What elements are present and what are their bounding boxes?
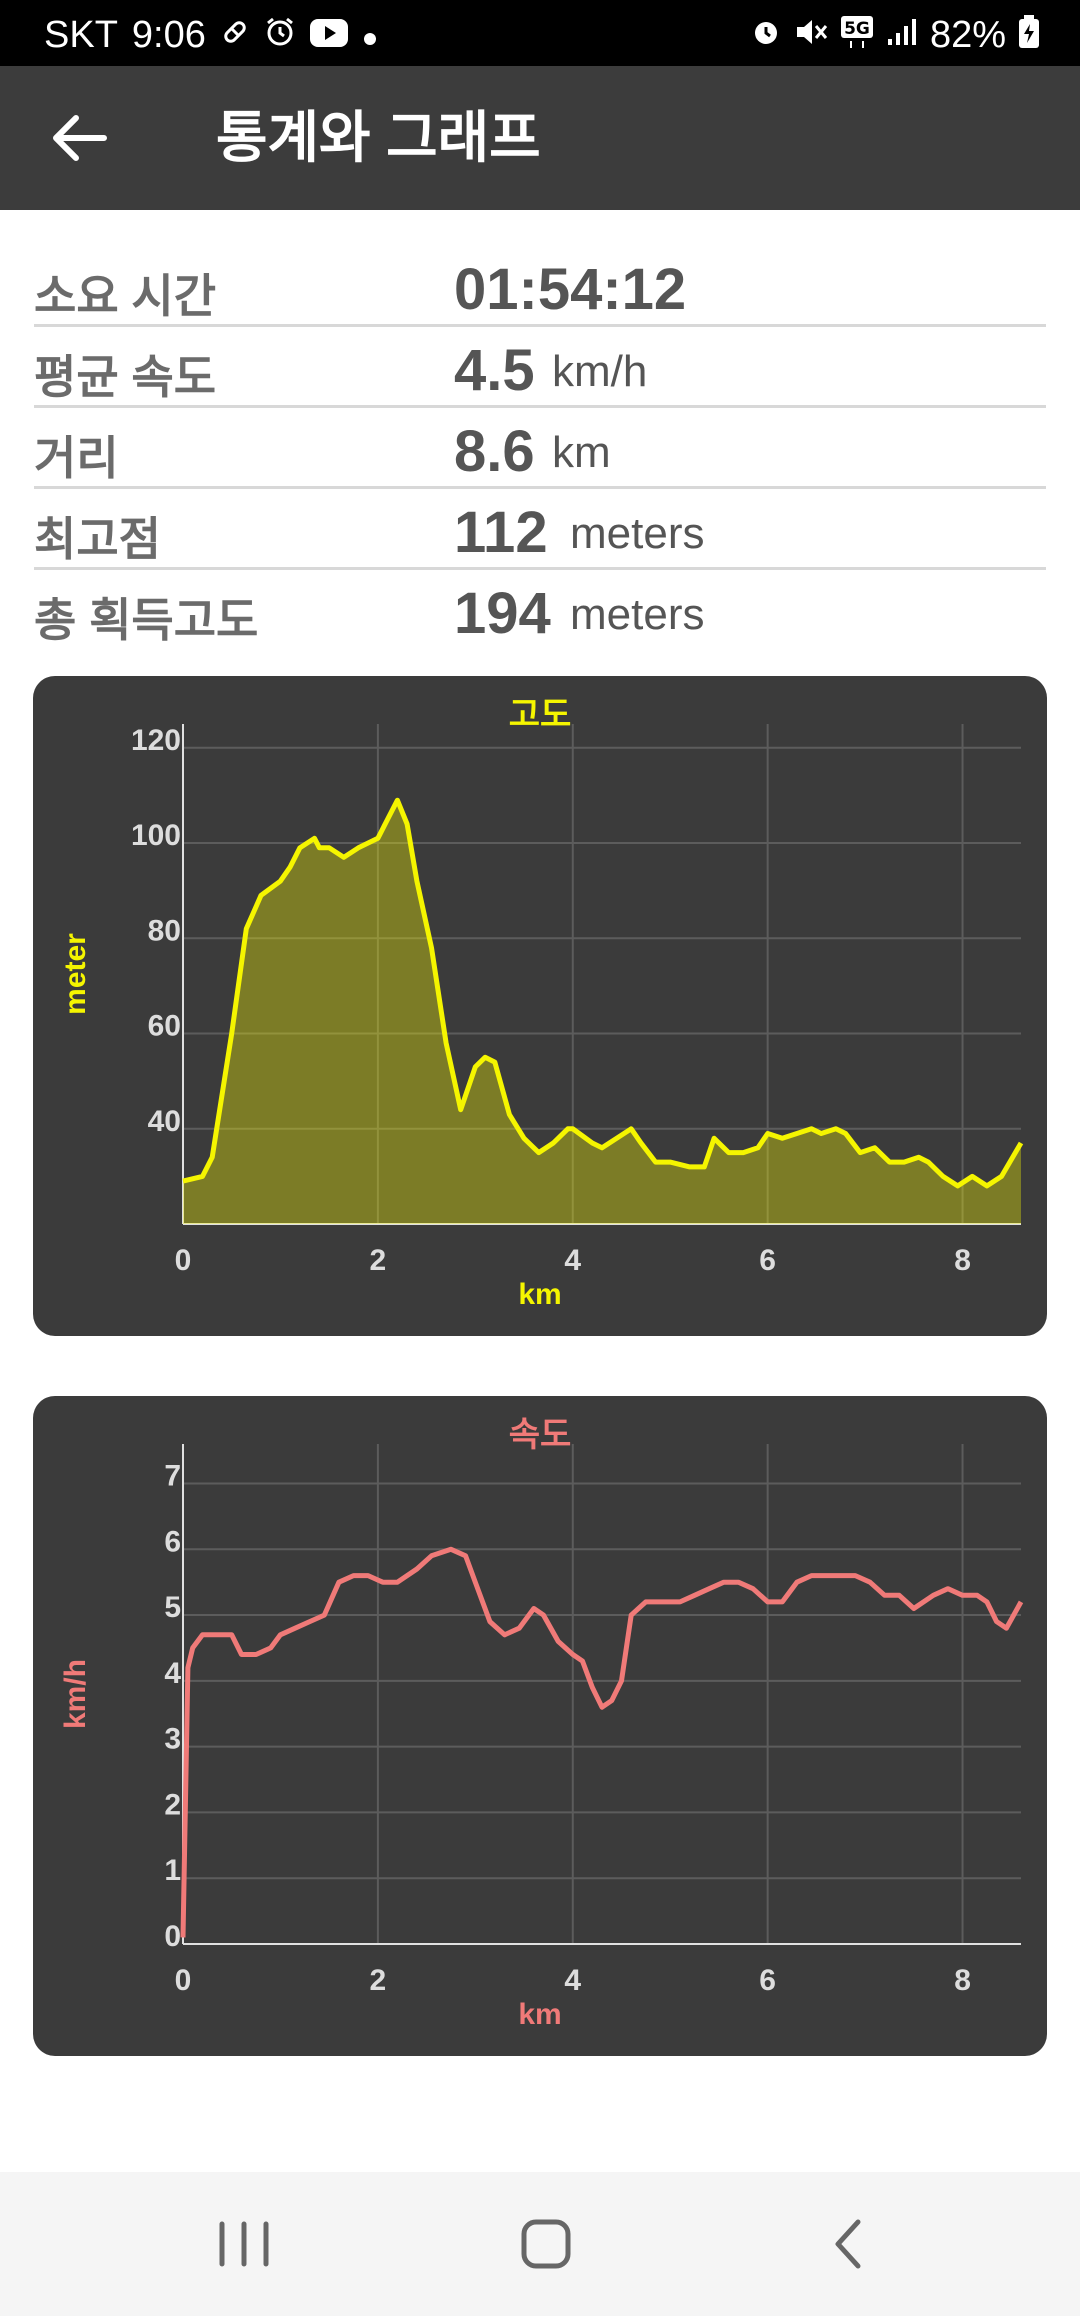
- altitude-chart-card: 0 2 4 6 8 40 60 80 100 120 고도 km meter: [33, 676, 1047, 1336]
- mute-icon: [794, 16, 828, 56]
- series-area: [183, 800, 1021, 1224]
- stat-label: 소요 시간: [34, 270, 217, 322]
- series-line: [182, 797, 1024, 1189]
- x-axis-label: km: [518, 1998, 561, 2031]
- y-tick-label: 6: [164, 1525, 181, 1558]
- y-tick-label: 0: [164, 1920, 181, 1953]
- network-5g-icon: 5G: [840, 15, 874, 57]
- alarm-icon: [264, 16, 296, 56]
- stat-value: 112: [454, 500, 548, 565]
- x-tick-label: 8: [954, 1244, 971, 1277]
- y-axis-label: meter: [59, 933, 92, 1015]
- speed-chart: 0 2 4 6 8 0 1 2 3 4 5 6 7 속도 km km/h: [59, 1416, 1024, 2031]
- stat-row-distance: 거리 8.6 km: [34, 408, 1046, 489]
- app-bar: 통계와 그래프: [0, 66, 1080, 210]
- x-tick-label: 6: [759, 1244, 776, 1277]
- status-right: 5G 82%: [750, 14, 1040, 57]
- x-tick-label: 0: [175, 1964, 192, 1997]
- chart-title: 속도: [509, 1416, 572, 1454]
- stats-table: 소요 시간 01:54:12 평균 속도 4.5 km/h 거리 8.6 km …: [34, 246, 1046, 651]
- y-tick-label: 120: [131, 724, 181, 757]
- recent-apps-button[interactable]: [204, 2212, 284, 2276]
- stat-unit: km/h: [552, 347, 648, 396]
- y-tick-label: 7: [164, 1459, 181, 1492]
- y-tick-label: 4: [164, 1657, 181, 1690]
- y-tick-label: 40: [148, 1105, 181, 1138]
- arrow-left-icon: [53, 115, 107, 161]
- y-tick-label: 100: [131, 819, 181, 852]
- stat-value: 194: [454, 581, 551, 646]
- stat-label: 거리: [34, 432, 119, 484]
- x-tick-label: 6: [759, 1964, 776, 1997]
- network-label: 5G: [844, 19, 870, 39]
- back-button[interactable]: [44, 102, 116, 174]
- back-nav-button[interactable]: [808, 2212, 888, 2276]
- stat-unit: meters: [570, 509, 705, 558]
- y-axis-label: km/h: [59, 1659, 92, 1729]
- battery-percent: 82%: [929, 14, 1006, 56]
- y-tick-label: 60: [148, 1010, 181, 1043]
- alarm-active-icon: [750, 16, 782, 56]
- stat-row-highest-point: 최고점 112 meters: [34, 489, 1046, 570]
- y-tick-label: 80: [148, 914, 181, 947]
- battery-charging-icon: [1018, 14, 1040, 57]
- stat-label: 최고점: [34, 513, 161, 565]
- stat-row-elevation-gain: 총 획득고도 194 meters: [34, 570, 1046, 651]
- stat-label: 평균 속도: [34, 351, 217, 403]
- y-tick-label: 1: [164, 1854, 181, 1887]
- notification-dot-icon: [362, 17, 378, 55]
- x-tick-label: 2: [370, 1964, 387, 1997]
- recent-apps-icon: [219, 2221, 269, 2267]
- chart-title: 고도: [509, 696, 572, 734]
- altitude-chart: 0 2 4 6 8 40 60 80 100 120 고도 km meter: [59, 696, 1024, 1311]
- home-button[interactable]: [506, 2212, 586, 2276]
- system-nav-bar: [0, 2172, 1080, 2316]
- status-bar: SKT 9:06 5G 82%: [0, 0, 1080, 66]
- status-left: SKT 9:06: [44, 14, 378, 57]
- carrier-label: SKT: [44, 14, 118, 56]
- x-tick-label: 2: [370, 1244, 387, 1277]
- clock: 9:06: [131, 14, 206, 56]
- stat-unit: meters: [570, 590, 705, 639]
- home-icon: [521, 2219, 571, 2269]
- x-axis-label: km: [518, 1278, 561, 1311]
- x-tick-label: 8: [954, 1964, 971, 1997]
- stat-row-avg-speed: 평균 속도 4.5 km/h: [34, 327, 1046, 408]
- stat-row-duration: 소요 시간 01:54:12: [34, 246, 1046, 327]
- y-tick-label: 5: [164, 1591, 181, 1624]
- series-line: [180, 1546, 1024, 1938]
- speed-chart-card: 0 2 4 6 8 0 1 2 3 4 5 6 7 속도 km km/h: [33, 1396, 1047, 2056]
- x-tick-label: 0: [175, 1244, 192, 1277]
- y-tick-label: 3: [164, 1723, 181, 1756]
- chevron-left-icon: [835, 2219, 861, 2269]
- stat-value: 8.6: [454, 419, 535, 484]
- pill-icon: [220, 17, 250, 55]
- stat-value: 4.5: [454, 338, 535, 403]
- x-tick-label: 4: [564, 1964, 581, 1997]
- page-title: 통계와 그래프: [216, 106, 541, 169]
- stat-label: 총 획득고도: [34, 594, 259, 646]
- chart-grid: [182, 1444, 1021, 1945]
- stat-value: 01:54:12: [454, 257, 687, 322]
- y-tick-label: 2: [164, 1788, 181, 1821]
- youtube-icon: [309, 17, 348, 55]
- stat-unit: km: [552, 428, 611, 477]
- x-tick-label: 4: [564, 1244, 581, 1277]
- signal-icon: [886, 17, 918, 55]
